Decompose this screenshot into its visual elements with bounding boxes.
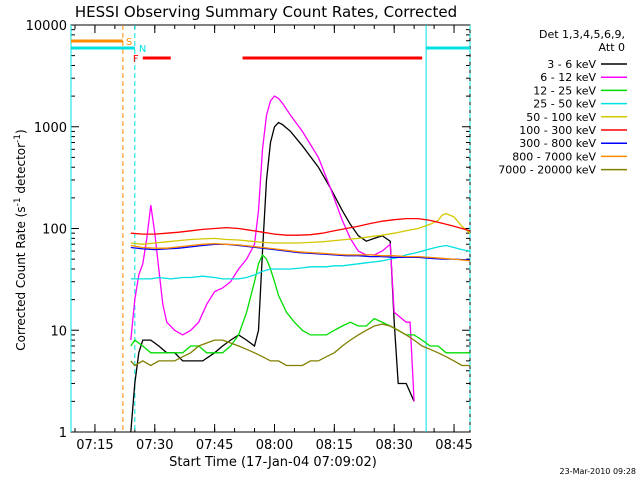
legend-entry-label: 800 - 7000 keV — [512, 150, 596, 163]
y-tick-label: 10000 — [26, 19, 67, 34]
plot-area: 1 10 100 1000 10000 07:15 07:30 07:45 08:00 08:15… — [26, 19, 473, 453]
y-tick-label: 1000 — [34, 121, 67, 136]
night-flag-label: N — [139, 44, 146, 55]
legend-header-2: Att 0 — [599, 41, 625, 54]
x-tick-label: 08:45 — [435, 438, 472, 453]
chart-title: HESSI Observing Summary Count Rates, Cor… — [75, 3, 457, 21]
x-tick-label: 07:15 — [76, 438, 113, 453]
x-tick-label: 08:15 — [316, 438, 353, 453]
legend-entry-label: 7000 - 20000 keV — [498, 164, 596, 177]
x-tick-label: 07:45 — [196, 438, 233, 453]
legend-entry-label: 300 - 800 keV — [519, 137, 596, 150]
y-axis-label-end: ) — [14, 129, 28, 134]
footer-timestamp: 23-Mar-2010 09:28 — [560, 467, 637, 476]
y-tick-label: 100 — [42, 223, 67, 238]
x-tick-label: 08:00 — [256, 438, 293, 453]
y-tick-label: 1 — [59, 426, 67, 441]
series-lines — [130, 95, 470, 432]
x-tick-label: 08:30 — [375, 438, 412, 453]
series-line — [130, 243, 470, 261]
y-axis-label-sup1: -1 — [13, 197, 23, 206]
series-line — [130, 244, 470, 280]
series-line — [130, 212, 470, 245]
legend-entry-label: 3 - 6 keV — [547, 58, 596, 71]
flare-flag-label: F — [133, 54, 139, 65]
y-axis-label-mid: detector — [14, 143, 28, 198]
y-axis-label-main: Corrected Count Rate (s — [14, 206, 28, 350]
series-line — [130, 242, 470, 262]
legend-entry-label: 12 - 25 keV — [533, 84, 596, 97]
legend-entry-label: 100 - 300 keV — [519, 124, 596, 137]
legend-header-1: Det 1,3,4,5,6,9, — [539, 28, 625, 41]
series-line — [130, 217, 470, 236]
y-tick-label: 10 — [50, 324, 67, 339]
y-axis-label-sup2: -1 — [13, 134, 23, 143]
legend-entry-label: 50 - 100 keV — [526, 111, 596, 124]
legend-entry-label: 6 - 12 keV — [540, 71, 596, 84]
x-tick-label: 07:30 — [136, 438, 173, 453]
saa-flag-label: S — [126, 37, 132, 48]
series-line — [130, 323, 470, 367]
legend-entry-label: 25 - 50 keV — [533, 98, 596, 111]
y-axis-label: Corrected Count Rate (s-1 detector-1) — [13, 129, 28, 350]
x-axis-label: Start Time (17-Jan-04 07:09:02) — [169, 455, 377, 470]
